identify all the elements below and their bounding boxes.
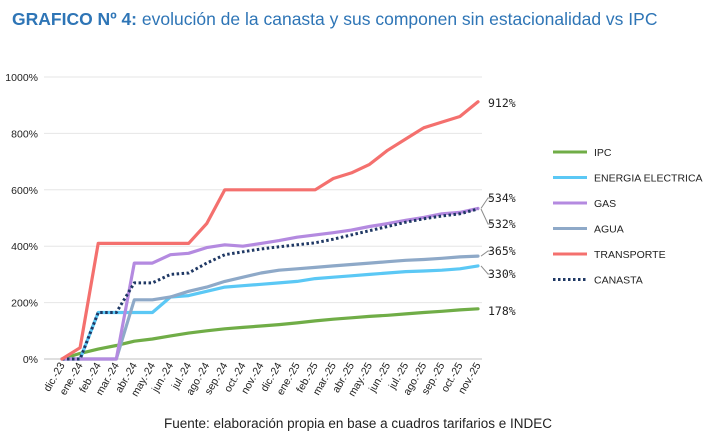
chart-title: GRAFICO Nº 4: evolución de la canasta y … <box>12 9 657 30</box>
end-label-connector <box>480 250 492 257</box>
end-value-label: 330% <box>488 267 516 281</box>
legend-label: GAS <box>594 198 616 210</box>
legend-label: CANASTA <box>594 275 643 287</box>
end-label-connector <box>480 208 492 225</box>
legend-label: IPC <box>594 147 612 159</box>
y-tick-label: 400% <box>11 241 38 253</box>
series-line-agua <box>60 254 480 361</box>
source-note: Fuente: elaboración propia en base a cua… <box>164 416 552 431</box>
end-value-label: 532% <box>488 217 516 231</box>
chart-title-bold: GRAFICO Nº 4: <box>12 9 138 29</box>
end-value-label: 178% <box>488 304 516 318</box>
y-tick-label: 800% <box>11 128 38 140</box>
end-value-label: 534% <box>488 191 516 205</box>
end-value-label: 365% <box>488 244 516 258</box>
series-line-ipc <box>60 307 480 361</box>
y-tick-label: 600% <box>11 185 38 197</box>
end-label-connector <box>480 197 492 209</box>
y-tick-label: 1000% <box>5 72 38 84</box>
y-tick-label: 0% <box>23 354 38 366</box>
legend-label: TRANSPORTE <box>594 249 666 261</box>
end-label-connector <box>480 265 492 275</box>
chart-title-rest: evolución de la canasta y sus componen s… <box>137 9 658 29</box>
series-line-gas <box>60 206 480 361</box>
end-value-label: 912% <box>488 96 516 110</box>
series-line-transporte <box>60 100 480 361</box>
y-tick-label: 200% <box>11 298 38 310</box>
legend-label: AGUA <box>594 224 624 236</box>
legend-label: ENERGIA ELECTRICA <box>594 173 703 185</box>
